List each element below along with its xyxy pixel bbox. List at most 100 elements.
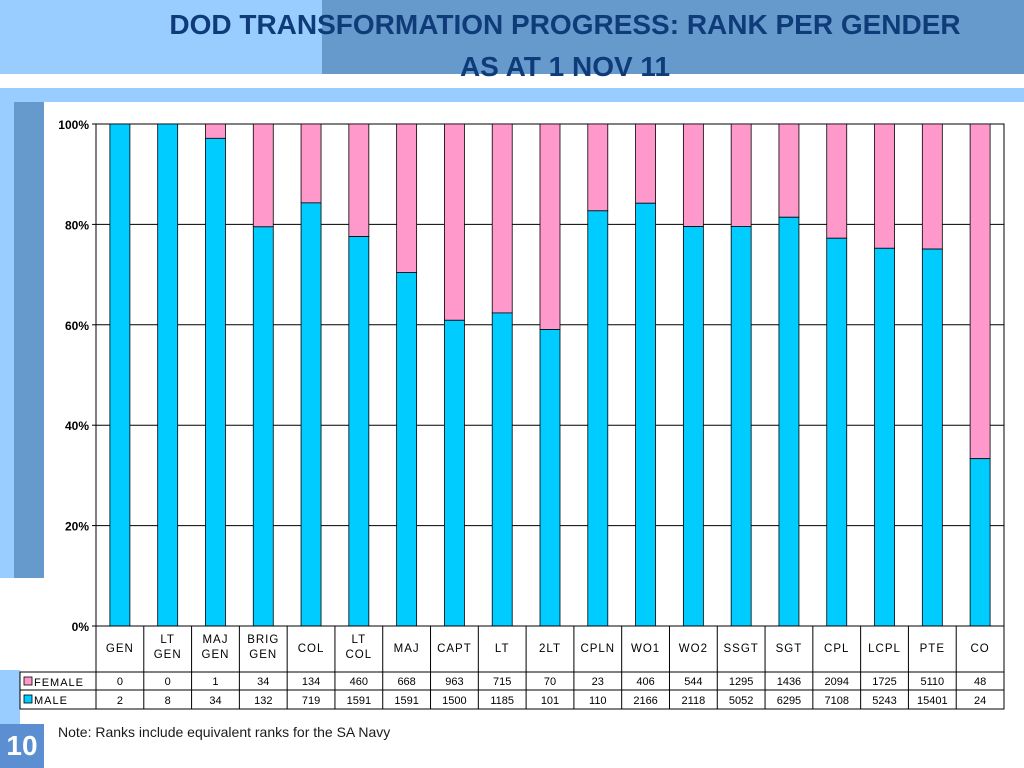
bar-male	[539, 329, 561, 627]
x-tick-label: GEN	[106, 643, 134, 655]
data-label-male: 6295	[777, 695, 801, 707]
data-label-male: 2166	[633, 695, 657, 707]
bar-female	[778, 123, 800, 218]
bar-female	[396, 123, 418, 273]
y-tick-label: 20%	[65, 520, 89, 534]
bar-male	[252, 226, 274, 627]
data-label-male: 2	[117, 695, 123, 707]
y-tick-label: 60%	[65, 319, 89, 333]
bar-female	[874, 123, 895, 249]
slide-number: 10	[0, 724, 44, 768]
bar-female	[682, 123, 704, 227]
data-label-female: 406	[636, 676, 654, 688]
x-tick-label: GEN	[249, 649, 277, 661]
bar-female	[491, 123, 513, 314]
x-tick-label: SGT	[776, 643, 803, 655]
bar-female	[348, 123, 370, 237]
x-tick-label: LCPL	[868, 643, 901, 655]
y-tick-label: 100%	[58, 118, 89, 132]
data-label-male: 24	[974, 695, 986, 707]
bar-female	[730, 123, 752, 227]
data-label-male: 719	[302, 695, 320, 707]
side-panel-edge	[0, 102, 14, 578]
bar-male	[730, 226, 752, 627]
data-label-male: 34	[209, 695, 221, 707]
data-label-male: 1591	[347, 695, 371, 707]
data-label-male: 7108	[824, 695, 848, 707]
bar-female	[205, 123, 226, 139]
y-tick-label: 40%	[65, 419, 89, 433]
data-label-female: 70	[544, 676, 556, 688]
page-title: DOD TRANSFORMATION PROGRESS: RANK PER GE…	[169, 9, 961, 82]
data-label-female: 48	[974, 676, 986, 688]
x-tick-label: GEN	[202, 649, 230, 661]
x-tick-label: PTE	[920, 643, 945, 655]
data-label-female: 1295	[729, 676, 753, 688]
data-label-female: 0	[165, 676, 171, 688]
data-label-male: 8	[165, 695, 171, 707]
bar-male	[635, 202, 656, 627]
bar-male	[109, 123, 131, 627]
bar-male	[396, 272, 418, 627]
data-label-female: 1	[212, 676, 218, 688]
x-tick-label: WO1	[631, 643, 660, 655]
bar-male	[300, 202, 322, 627]
bottom-left-panel	[0, 670, 20, 730]
x-tick-label: MAJ	[202, 634, 228, 646]
data-label-female: 1436	[777, 676, 801, 688]
bar-female	[969, 123, 991, 460]
x-tick-label: LT	[352, 634, 367, 646]
data-label-female: 715	[493, 676, 511, 688]
data-label-male: 1500	[442, 695, 466, 707]
bar-female	[252, 123, 274, 228]
x-tick-label: CPL	[824, 643, 849, 655]
x-tick-label: MAJ	[394, 643, 420, 655]
data-label-male: 5052	[729, 695, 753, 707]
data-label-female: 23	[592, 676, 604, 688]
data-label-female: 34	[257, 676, 269, 688]
data-label-female: 5110	[920, 676, 944, 688]
x-tick-label: LT	[495, 643, 510, 655]
data-label-male: 5243	[872, 695, 896, 707]
bar-female	[635, 123, 656, 204]
x-tick-label: COL	[298, 643, 325, 655]
bar-female	[539, 123, 561, 330]
data-label-female: 2094	[824, 676, 848, 688]
bar-male	[874, 247, 895, 627]
bar-female	[300, 123, 322, 204]
data-label-male: 1591	[394, 695, 418, 707]
bar-male	[587, 210, 609, 627]
y-tick-label: 80%	[65, 218, 89, 232]
bar-male	[157, 123, 179, 627]
x-tick-label: BRIG	[247, 634, 279, 646]
data-label-female: 134	[302, 676, 320, 688]
side-panel	[14, 102, 44, 578]
data-label-female: 1725	[872, 676, 896, 688]
legend-key-female	[23, 676, 33, 686]
legend-label-female: FEMALE	[34, 677, 84, 689]
header-band-left	[0, 0, 322, 74]
bar-female	[587, 123, 609, 212]
divider-line	[0, 88, 1024, 102]
bar-female	[826, 123, 848, 239]
x-tick-label: GEN	[154, 649, 182, 661]
data-label-male: 110	[589, 695, 607, 707]
bar-male	[348, 236, 370, 627]
x-tick-label: LT	[160, 634, 175, 646]
x-tick-label: CO	[970, 643, 989, 655]
header-band-right	[322, 0, 1024, 74]
x-tick-label: SSGT	[724, 643, 759, 655]
data-label-female: 963	[445, 676, 463, 688]
bar-male	[682, 226, 704, 627]
bar-male	[826, 237, 848, 627]
data-label-male: 101	[541, 695, 559, 707]
x-tick-label: COL	[346, 649, 373, 661]
table-header-row	[95, 625, 1005, 673]
x-tick-label: CPLN	[580, 643, 615, 655]
x-tick-label: 2LT	[539, 643, 561, 655]
data-label-female: 668	[397, 676, 415, 688]
bar-male	[778, 216, 800, 627]
data-label-female: 0	[117, 676, 123, 688]
data-label-male: 132	[254, 695, 272, 707]
